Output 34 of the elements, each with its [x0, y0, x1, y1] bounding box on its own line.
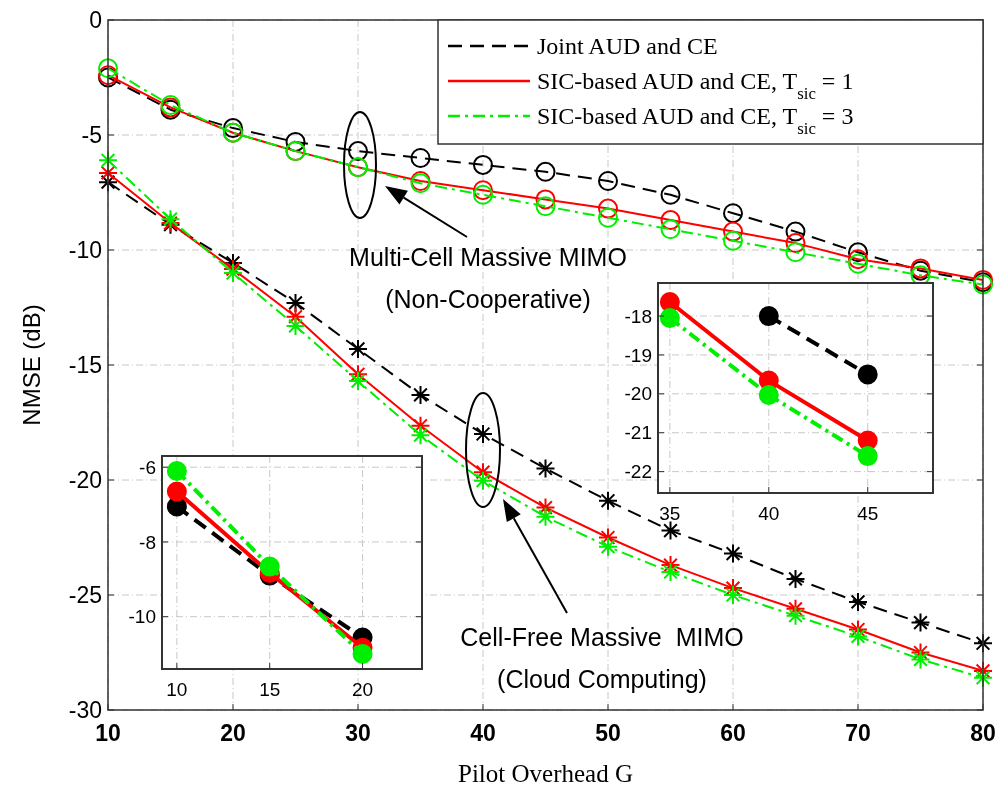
- x-tick-label: 80: [970, 720, 996, 746]
- x-tick-label: 60: [720, 720, 746, 746]
- annotation: Cell-Free Massive MIMO (Cloud Computing): [460, 623, 744, 693]
- y-tick-label: -10: [68, 237, 102, 264]
- x-tick-label: 20: [352, 679, 374, 700]
- x-tick-label: 45: [857, 503, 879, 524]
- x-tick-label: 30: [345, 720, 371, 746]
- y-tick-label: -10: [128, 606, 156, 628]
- x-tick-label: 40: [758, 503, 780, 524]
- y-tick-label: -25: [68, 582, 102, 609]
- y-tick-label: -5: [81, 122, 102, 149]
- y-axis-title: NMSE (dB): [18, 304, 45, 426]
- y-tick-label: -19: [624, 344, 652, 366]
- x-tick-label: 70: [845, 720, 871, 746]
- legend-label: SIC-based AUD and CE, T$_{sic}$ = 3: [537, 103, 854, 138]
- y-tick-label: -20: [68, 467, 102, 494]
- x-tick-label: 40: [470, 720, 496, 746]
- y-tick-label: -8: [139, 531, 156, 553]
- x-axis-title: Pilot Overhead G: [458, 760, 633, 787]
- legend-label: SIC-based AUD and CE, T$_{sic}$ = 1: [537, 68, 854, 103]
- y-tick-label: -21: [624, 422, 652, 444]
- annotation: Multi-Cell Massive MIMO (Non-Cooperative): [349, 243, 627, 313]
- x-tick-label: 20: [220, 720, 246, 746]
- x-tick-label: 50: [595, 720, 621, 746]
- y-tick-label: -18: [624, 305, 652, 327]
- y-tick-label: 0: [89, 7, 102, 34]
- y-tick-label: -20: [624, 383, 652, 405]
- x-tick-label: 35: [659, 503, 681, 524]
- x-tick-label: 15: [259, 679, 281, 700]
- x-tick-label: 10: [166, 679, 188, 700]
- y-tick-label: -15: [68, 352, 102, 379]
- legend-label: Joint AUD and CE: [537, 33, 718, 60]
- y-tick-label: -6: [139, 456, 156, 478]
- y-tick-label: -22: [624, 461, 652, 483]
